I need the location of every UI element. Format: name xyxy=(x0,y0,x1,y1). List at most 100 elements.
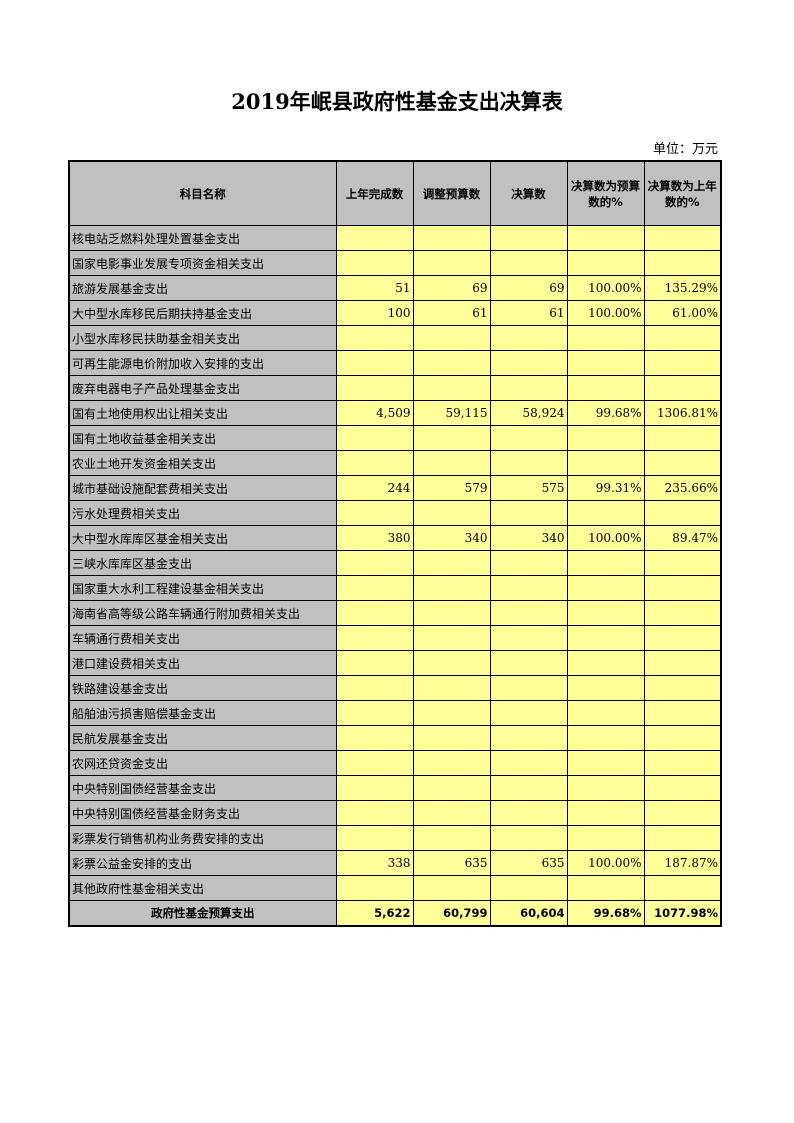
cell-pct-budget xyxy=(566,225,645,251)
cell-pct-budget xyxy=(566,575,645,601)
cell-pct-budget xyxy=(566,675,645,701)
cell-pct-prev-year: 1077.98% xyxy=(643,900,722,927)
header-row: 科目名称 上年完成数 调整预算数 决算数 决算数为预算数的% 决算数为上年数的% xyxy=(68,160,722,226)
cell-pct-budget xyxy=(566,375,645,401)
cell-name: 港口建设费相关支出 xyxy=(68,650,337,676)
cell-pct-prev-year xyxy=(643,675,722,701)
cell-name: 污水处理费相关支出 xyxy=(68,500,337,526)
cell-pct-budget: 100.00% xyxy=(566,275,645,301)
table-row: 铁路建设基金支出 xyxy=(68,675,722,701)
cell-prev-year: 4,509 xyxy=(335,400,414,426)
cell-adjusted-budget xyxy=(412,675,491,701)
cell-prev-year: 100 xyxy=(335,300,414,326)
cell-pct-prev-year xyxy=(643,650,722,676)
cell-final xyxy=(489,325,568,351)
cell-pct-prev-year: 1306.81% xyxy=(643,400,722,426)
cell-pct-prev-year xyxy=(643,700,722,726)
cell-pct-budget xyxy=(566,350,645,376)
cell-name: 可再生能源电价附加收入安排的支出 xyxy=(68,350,337,376)
cell-final xyxy=(489,725,568,751)
cell-name: 国家电影事业发展专项资金相关支出 xyxy=(68,250,337,276)
cell-adjusted-budget xyxy=(412,375,491,401)
cell-adjusted-budget xyxy=(412,700,491,726)
table-row: 国家重大水利工程建设基金相关支出 xyxy=(68,575,722,601)
cell-pct-prev-year xyxy=(643,500,722,526)
cell-prev-year: 5,622 xyxy=(335,900,414,927)
cell-prev-year xyxy=(335,750,414,776)
cell-prev-year xyxy=(335,625,414,651)
cell-final xyxy=(489,450,568,476)
table-row: 城市基础设施配套费相关支出 244 579 575 99.31% 235.66% xyxy=(68,475,722,501)
header-adjusted-budget: 调整预算数 xyxy=(412,160,491,226)
table-row: 废弃电器电子产品处理基金支出 xyxy=(68,375,722,401)
cell-name: 彩票公益金安排的支出 xyxy=(68,850,337,876)
cell-final: 60,604 xyxy=(489,900,568,927)
cell-final xyxy=(489,500,568,526)
table-row: 三峡水库库区基金支出 xyxy=(68,550,722,576)
cell-pct-prev-year: 235.66% xyxy=(643,475,722,501)
table-row: 大中型水库移民后期扶持基金支出 100 61 61 100.00% 61.00% xyxy=(68,300,722,326)
unit-label: 单位：万元 xyxy=(652,142,718,157)
table-row: 彩票发行销售机构业务费安排的支出 xyxy=(68,825,722,851)
cell-prev-year xyxy=(335,825,414,851)
table-row: 污水处理费相关支出 xyxy=(68,500,722,526)
cell-final xyxy=(489,675,568,701)
cell-pct-prev-year xyxy=(643,825,722,851)
cell-adjusted-budget xyxy=(412,350,491,376)
cell-prev-year xyxy=(335,775,414,801)
cell-adjusted-budget: 61 xyxy=(412,300,491,326)
cell-final xyxy=(489,775,568,801)
cell-name: 铁路建设基金支出 xyxy=(68,675,337,701)
cell-pct-budget xyxy=(566,750,645,776)
cell-name: 大中型水库移民后期扶持基金支出 xyxy=(68,300,337,326)
cell-adjusted-budget xyxy=(412,250,491,276)
cell-adjusted-budget: 635 xyxy=(412,850,491,876)
table-row: 船舶油污损害赔偿基金支出 xyxy=(68,700,722,726)
cell-adjusted-budget xyxy=(412,600,491,626)
cell-pct-prev-year xyxy=(643,625,722,651)
cell-pct-prev-year xyxy=(643,575,722,601)
cell-pct-prev-year xyxy=(643,350,722,376)
cell-pct-budget xyxy=(566,325,645,351)
cell-name: 国有土地使用权出让相关支出 xyxy=(68,400,337,426)
cell-adjusted-budget xyxy=(412,325,491,351)
cell-pct-budget xyxy=(566,725,645,751)
cell-name: 废弃电器电子产品处理基金支出 xyxy=(68,375,337,401)
cell-pct-prev-year xyxy=(643,800,722,826)
cell-prev-year xyxy=(335,575,414,601)
cell-adjusted-budget xyxy=(412,825,491,851)
cell-adjusted-budget: 69 xyxy=(412,275,491,301)
cell-prev-year xyxy=(335,725,414,751)
cell-pct-budget: 100.00% xyxy=(566,850,645,876)
cell-final xyxy=(489,800,568,826)
cell-final: 575 xyxy=(489,475,568,501)
cell-name: 民航发展基金支出 xyxy=(68,725,337,751)
cell-pct-prev-year xyxy=(643,750,722,776)
cell-pct-budget xyxy=(566,875,645,901)
cell-pct-prev-year xyxy=(643,550,722,576)
cell-pct-budget: 100.00% xyxy=(566,525,645,551)
cell-adjusted-budget: 59,115 xyxy=(412,400,491,426)
cell-name: 城市基础设施配套费相关支出 xyxy=(68,475,337,501)
cell-pct-budget: 99.68% xyxy=(566,900,645,927)
cell-final xyxy=(489,750,568,776)
header-pct-budget: 决算数为预算数的% xyxy=(566,160,645,226)
cell-adjusted-budget xyxy=(412,775,491,801)
cell-pct-prev-year: 187.87% xyxy=(643,850,722,876)
cell-pct-prev-year: 89.47% xyxy=(643,525,722,551)
table-row: 核电站乏燃料处理处置基金支出 xyxy=(68,225,722,251)
cell-name: 车辆通行费相关支出 xyxy=(68,625,337,651)
table-row: 海南省高等级公路车辆通行附加费相关支出 xyxy=(68,600,722,626)
cell-prev-year: 338 xyxy=(335,850,414,876)
cell-pct-budget: 99.31% xyxy=(566,475,645,501)
cell-adjusted-budget xyxy=(412,625,491,651)
cell-pct-prev-year xyxy=(643,725,722,751)
table-row: 民航发展基金支出 xyxy=(68,725,722,751)
cell-prev-year xyxy=(335,225,414,251)
cell-prev-year xyxy=(335,450,414,476)
cell-pct-budget: 100.00% xyxy=(566,300,645,326)
cell-prev-year: 380 xyxy=(335,525,414,551)
table-row: 农业土地开发资金相关支出 xyxy=(68,450,722,476)
table-row: 车辆通行费相关支出 xyxy=(68,625,722,651)
cell-prev-year xyxy=(335,800,414,826)
